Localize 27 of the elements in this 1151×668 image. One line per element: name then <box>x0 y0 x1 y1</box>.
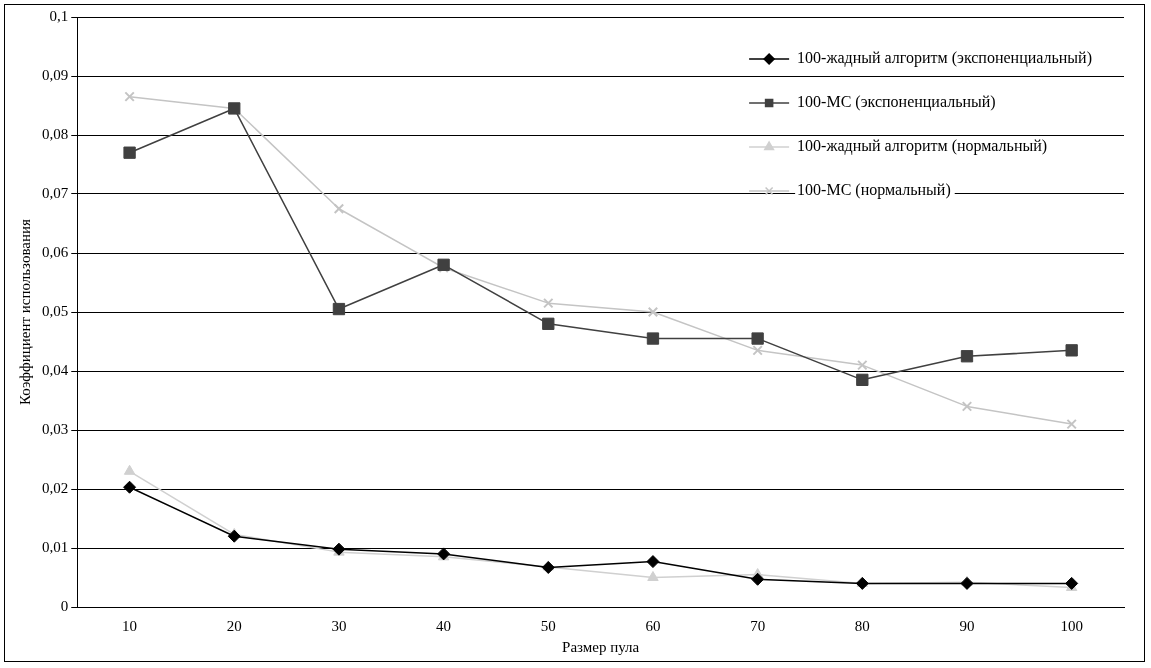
y-tick-label: 0,01 <box>42 538 69 555</box>
x-tick-label: 30 <box>331 617 347 634</box>
x-tick-label: 100 <box>1060 617 1083 634</box>
y-tick-label: 0,09 <box>42 66 69 83</box>
y-tick-label: 0,06 <box>42 243 69 260</box>
legend-label: 100-жадный алгоритм (экспоненциальный) <box>797 49 1093 68</box>
legend-label: 100-жадный алгоритм (нормальный) <box>797 137 1048 156</box>
y-tick-label: 0,02 <box>42 479 69 496</box>
y-axis-title: Коэффициент использования <box>16 218 33 405</box>
y-tick-label: 0,08 <box>42 125 69 142</box>
y-tick-label: 0,07 <box>42 184 69 201</box>
x-tick-label: 60 <box>645 617 661 634</box>
x-axis-title: Размер пула <box>562 638 640 655</box>
y-tick-label: 0,03 <box>42 420 69 437</box>
y-tick-label: 0,04 <box>42 361 69 378</box>
x-tick-label: 40 <box>436 617 452 634</box>
y-tick-label: 0 <box>60 597 69 614</box>
y-tick-label: 0,05 <box>42 302 69 319</box>
x-tick-label: 70 <box>750 617 766 634</box>
legend-label: 100-МС (нормальный) <box>797 181 951 200</box>
x-tick-label: 90 <box>959 617 975 634</box>
x-tick-label: 50 <box>540 617 556 634</box>
x-tick-label: 20 <box>226 617 242 634</box>
legend-label: 100-МС (экспоненциальный) <box>797 93 996 112</box>
x-tick-label: 10 <box>122 617 138 634</box>
y-tick-label: 0,1 <box>49 7 69 24</box>
x-tick-label: 80 <box>854 617 870 634</box>
